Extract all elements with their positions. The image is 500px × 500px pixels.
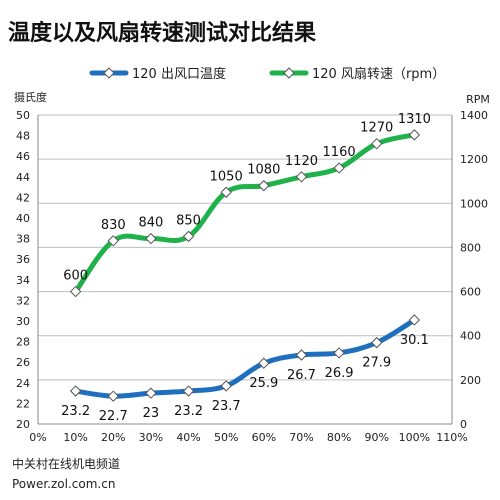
y-right-tick-400: 400 [460,330,481,343]
fan-speed-label-30: 840 [138,216,163,231]
fan-speed-label-10: 600 [63,269,88,284]
outlet-temp-point-80 [333,347,345,359]
legend-marker-fan-speed [283,67,295,79]
outlet-temp-line [73,317,417,399]
x-tick-80: 80% [327,431,351,444]
y-left-tick-20: 20 [16,418,30,431]
x-tick-110: 110% [436,431,467,444]
y-right-tick-0: 0 [460,418,467,431]
x-tick-100: 100% [399,431,430,444]
y-left-tick-32: 32 [16,294,30,307]
fan-speed-label-100: 1310 [398,112,431,127]
y-right-tick-1400: 1400 [460,109,488,122]
outlet-temp-label-100: 30.1 [400,333,429,348]
legend-label-outlet-temp: 120 出风口温度 [132,66,226,82]
fan-speed-label-90: 1270 [360,121,393,136]
x-tick-20: 20% [101,431,125,444]
outlet-temp-point-60 [258,357,270,369]
y-right-tick-600: 600 [460,286,481,299]
fan-speed-point-90 [371,137,383,150]
outlet-temp-label-50: 23.7 [212,399,241,414]
x-tick-40: 40% [176,431,200,444]
y-right-tick-200: 200 [460,374,481,387]
x-tick-10: 10% [63,431,87,444]
outlet-temp-point-90 [371,336,383,349]
fan-speed-point-100 [408,129,421,141]
data-labels: 23.2 22.7 23 23.2 23.7 25.9 26.7 26.9 27.9 30.1 60… [61,112,431,424]
y-left-tick-42: 42 [16,191,30,204]
chart-title: 温度以及风扇转速测试对比结果 [8,20,316,46]
outlet-temp-point-40 [182,385,195,397]
fan-speed-label-80: 1160 [323,145,356,160]
y-left-tick-48: 48 [16,130,30,143]
fan-speed-line [73,132,417,295]
outlet-temp-point-10 [69,385,82,397]
x-tick-30: 30% [139,431,163,444]
outlet-temp-point-50 [220,380,232,392]
y-right-tick-800: 800 [460,241,481,254]
y-left-tick-40: 40 [16,212,30,225]
fan-speed-point-30 [145,232,157,245]
fan-speed-label-70: 1120 [285,154,318,169]
y-left-tick-30: 30 [16,315,30,328]
fan-speed-label-40: 850 [176,213,201,228]
x-tick-50: 50% [214,431,238,444]
outlet-temp-point-30 [145,387,157,399]
outlet-temp-label-60: 25.9 [249,376,278,391]
y-left-tick-44: 44 [16,171,30,184]
legend-label-fan-speed: 120 风扇转速（rpm） [312,66,445,82]
outlet-temp-label-20: 22.7 [99,409,128,424]
y-left-tick-22: 22 [16,397,30,410]
footer-source-cn: 中关村在线机电频道 [12,456,120,471]
y-left-tick-46: 46 [16,150,30,163]
footer-source-url: Power.zol.com.cn [12,477,115,491]
y-left-tick-38: 38 [16,233,30,246]
fan-speed-point-50 [220,186,232,198]
fan-speed-label-20: 830 [101,218,126,233]
x-tick-0: 0% [29,431,46,444]
outlet-temp-label-30: 23 [143,406,160,421]
y-left-tick-24: 24 [16,377,30,390]
y-left-axis-label: 摄氏度 [14,90,47,104]
x-tick-60: 60% [252,431,276,444]
outlet-temp-point-70 [295,349,308,361]
y-left-tick-50: 50 [16,109,30,122]
outlet-temp-label-70: 26.7 [287,368,316,383]
y-right-tick-1200: 1200 [460,153,488,166]
outlet-temp-point-20 [107,390,119,402]
fan-speed-point-70 [295,171,308,183]
y-left-tick-34: 34 [16,274,30,287]
y-left-tick-36: 36 [16,253,30,266]
fan-speed-point-40 [182,230,195,243]
outlet-temp-label-80: 26.9 [325,366,354,381]
y-right-axis-label: RPM [466,93,490,106]
x-tick-70: 70% [289,431,313,444]
outlet-temp-label-40: 23.2 [174,404,203,419]
outlet-temp-label-10: 23.2 [61,404,90,419]
outlet-temp-point-100 [408,314,421,326]
x-tick-90: 90% [365,431,389,444]
y-right-tick-1000: 1000 [460,197,488,210]
legend-marker-outlet-temp [103,67,115,79]
series-layer [69,129,421,402]
axes: 20 22 24 26 28 30 32 34 36 38 40 42 44 46 48 50 0 200 400 6… [16,109,488,444]
fan-speed-label-60: 1080 [247,163,280,178]
fan-speed-point-10 [69,285,82,298]
fan-speed-point-20 [107,235,119,247]
fan-speed-label-50: 1050 [210,169,243,184]
outlet-temp-label-90: 27.9 [362,356,391,371]
legend: 120 出风口温度 120 风扇转速（rpm） [89,66,445,82]
y-left-tick-28: 28 [16,336,30,349]
fan-speed-point-80 [333,162,345,174]
fan-speed-point-60 [258,179,270,192]
y-left-tick-26: 26 [16,356,30,369]
